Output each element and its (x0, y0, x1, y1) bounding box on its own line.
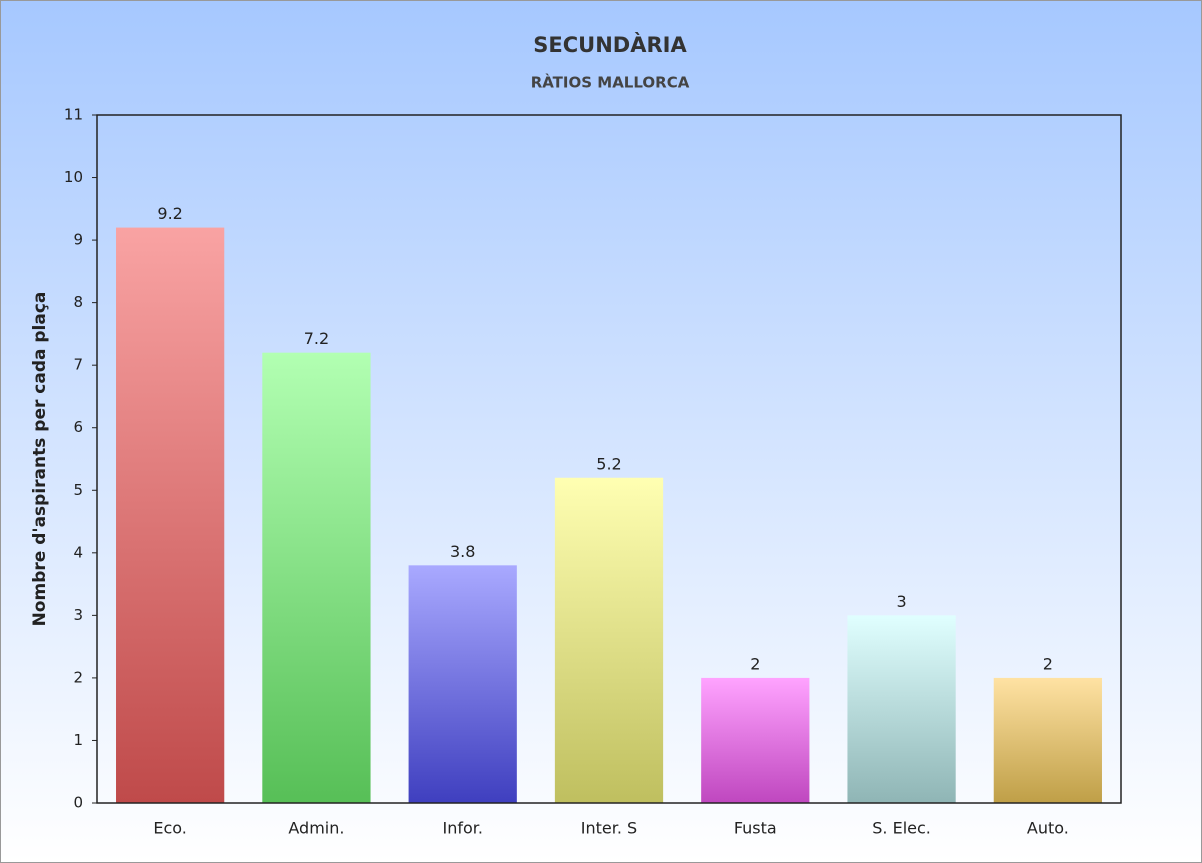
y-tick-label: 11 (64, 106, 83, 124)
y-tick-label: 9 (73, 231, 83, 249)
x-tick-label: S. Elec. (872, 819, 931, 838)
chart-title: SECUNDÀRIA (533, 32, 687, 57)
bar (554, 477, 664, 803)
y-tick-label: 8 (73, 293, 83, 311)
x-tick-label: Infor. (442, 819, 482, 838)
bar (847, 615, 956, 803)
x-tick-label: Admin. (288, 819, 344, 838)
x-tick-label: Auto. (1027, 819, 1069, 838)
x-tick-label: Inter. S (581, 819, 637, 838)
y-tick-label: 10 (64, 168, 83, 186)
y-tick-label: 1 (73, 731, 83, 749)
y-tick-label: 5 (73, 481, 83, 499)
y-tick-label: 3 (73, 606, 83, 624)
plot-frame (96, 114, 1122, 804)
data-label: 7.2 (304, 329, 329, 348)
y-tick-label: 6 (73, 418, 83, 436)
bar (993, 677, 1102, 803)
bar (408, 565, 517, 803)
bar (262, 352, 371, 803)
data-label: 2 (1043, 654, 1053, 673)
x-tick-label: Fusta (734, 819, 777, 838)
y-axis-label: Nombre d'aspirants per cada plaça (30, 292, 50, 627)
y-tick-label: 4 (73, 543, 83, 561)
data-label: 9.2 (157, 204, 182, 223)
bar (116, 227, 225, 804)
data-label: 5.2 (596, 454, 621, 473)
bar (701, 677, 810, 803)
chart-subtitle: RÀTIOS MALLORCA (531, 73, 690, 92)
data-label: 3 (896, 592, 906, 611)
y-tick-label: 2 (73, 668, 83, 686)
x-tick-label: Eco. (153, 819, 187, 838)
data-label: 2 (750, 654, 760, 673)
y-tick-label: 0 (73, 794, 83, 812)
y-tick-label: 7 (73, 356, 83, 374)
data-label: 3.8 (450, 542, 475, 561)
